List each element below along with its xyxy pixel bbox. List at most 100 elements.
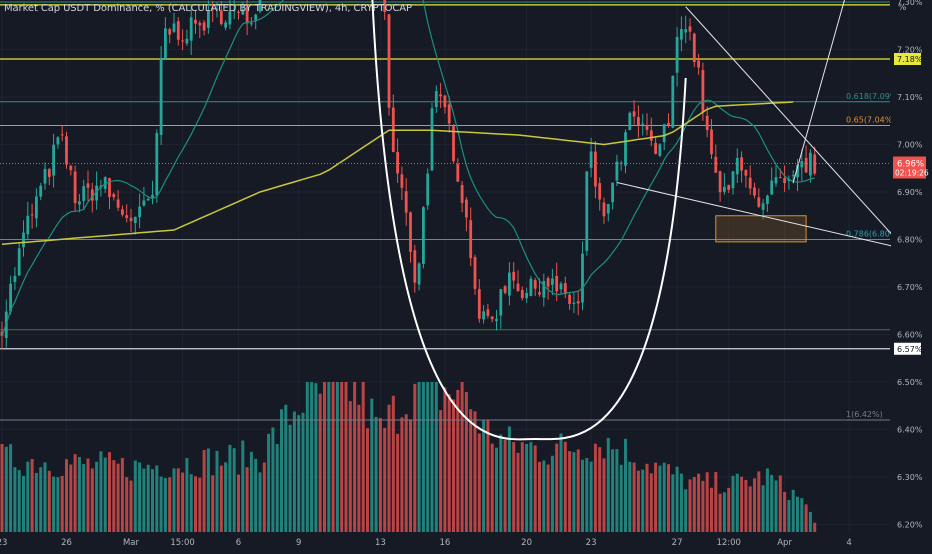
candle-body xyxy=(198,22,202,26)
volume-bar xyxy=(735,473,739,532)
volume-bar xyxy=(783,492,787,532)
volume-bar xyxy=(555,443,559,532)
candle-body xyxy=(219,10,223,25)
volume-bar xyxy=(194,476,197,532)
candle-body xyxy=(538,292,541,295)
volume-bar xyxy=(56,477,60,532)
price-axis-tick-label: 6.90% xyxy=(897,188,923,197)
time-axis-tick-label: 16 xyxy=(439,538,450,548)
candle-body xyxy=(112,194,116,198)
volume-bar xyxy=(495,447,498,532)
volume-bar xyxy=(284,404,288,532)
candle-body xyxy=(43,168,47,184)
volume-bar xyxy=(787,499,791,532)
volume-bar xyxy=(714,471,718,532)
volume-bar xyxy=(163,478,167,532)
volume-bar xyxy=(757,471,761,532)
candle-body xyxy=(245,6,249,24)
candle-body xyxy=(710,129,713,155)
candle-body xyxy=(172,23,176,32)
candle-body xyxy=(176,21,180,40)
volume-bar xyxy=(331,382,335,532)
price-axis-tick-label: 7.20% xyxy=(897,46,923,55)
volume-bar xyxy=(30,458,34,532)
volume-bar xyxy=(499,434,503,532)
volume-bar xyxy=(391,395,395,532)
volume-bar xyxy=(611,449,615,532)
volume-bar xyxy=(585,458,589,532)
candle-body xyxy=(417,263,421,285)
candle-body xyxy=(159,57,163,135)
volume-bar xyxy=(357,404,361,532)
candle-body xyxy=(542,281,546,298)
price-axis-tick-label: 6.80% xyxy=(897,236,923,245)
candle-body xyxy=(662,124,666,142)
volume-bar xyxy=(189,474,193,532)
candle-body xyxy=(667,122,670,125)
candle-body xyxy=(512,271,516,281)
volume-bar xyxy=(619,464,623,532)
volume-bar xyxy=(581,459,584,532)
volume-bar xyxy=(473,411,477,532)
volume-bar xyxy=(520,442,524,532)
volume-bar xyxy=(181,472,185,532)
candle-body xyxy=(142,200,146,206)
candle-body xyxy=(632,111,636,117)
volume-bar xyxy=(434,382,438,532)
candle-body xyxy=(151,194,154,198)
volume-bar xyxy=(602,458,606,532)
time-axis-tick-label: Apr xyxy=(777,538,792,548)
candle-body xyxy=(189,17,193,41)
candle-body xyxy=(30,214,34,216)
candle-body xyxy=(757,197,761,207)
volume-bar xyxy=(318,393,322,532)
volume-bar xyxy=(206,448,210,532)
candle-body xyxy=(108,178,111,198)
candle-body xyxy=(770,180,774,195)
candle-body xyxy=(422,207,425,264)
volume-bar xyxy=(95,461,99,532)
current-price-label: 6.96% xyxy=(897,160,924,170)
candle-body xyxy=(559,283,563,290)
volume-bar xyxy=(671,474,675,532)
candle-body xyxy=(697,60,700,68)
candle-body xyxy=(404,191,408,213)
volume-bar xyxy=(344,382,348,532)
candle-body xyxy=(490,316,494,320)
candle-body xyxy=(456,163,460,182)
volume-bar xyxy=(796,496,799,532)
volume-bar xyxy=(370,398,374,532)
volume-bar xyxy=(103,457,107,532)
volume-bar xyxy=(361,382,365,532)
volume-bar xyxy=(727,487,731,532)
volume-bar xyxy=(572,452,576,532)
volume-bar xyxy=(142,468,146,532)
volume-bar xyxy=(224,462,228,532)
time-axis-tick-label: 6 xyxy=(236,538,241,548)
volume-bar xyxy=(791,489,795,532)
volume-bar xyxy=(305,382,309,532)
volume-bar xyxy=(69,464,73,532)
candle-body xyxy=(224,22,227,28)
volume-bar xyxy=(314,383,318,532)
candle-body xyxy=(727,184,731,190)
volume-bar xyxy=(512,442,516,532)
candle-body xyxy=(387,14,391,108)
volume-bar xyxy=(525,443,529,532)
time-axis-tick-label: Mar xyxy=(123,538,140,548)
candle-body xyxy=(744,169,748,176)
volume-bar xyxy=(172,468,176,532)
time-axis-tick-label: 27 xyxy=(672,538,683,548)
volume-bar xyxy=(813,522,817,532)
volume-bar xyxy=(624,438,627,532)
triangle-upper-line xyxy=(685,6,906,250)
volume-bar xyxy=(538,461,541,532)
volume-bar xyxy=(447,394,451,532)
time-axis-tick-label: 26 xyxy=(61,538,72,548)
candle-body xyxy=(103,177,107,189)
volume-bar xyxy=(426,382,430,532)
candle-body xyxy=(194,19,197,24)
volume-bar xyxy=(688,479,692,532)
